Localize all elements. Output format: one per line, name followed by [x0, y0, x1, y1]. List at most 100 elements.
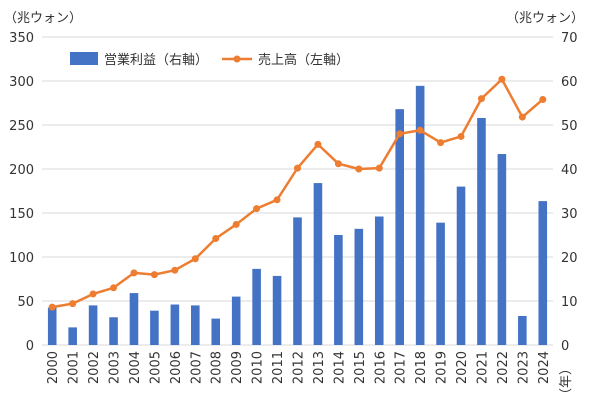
- left-tick-label: 50: [17, 295, 34, 310]
- x-tick-label: 2010: [251, 351, 266, 384]
- point-sales: [171, 266, 179, 274]
- point-sales: [130, 269, 138, 277]
- point-sales: [273, 196, 281, 204]
- x-tick-label: 2011: [271, 351, 286, 384]
- x-tick-label: 2020: [455, 351, 470, 384]
- right-tick-label: 20: [561, 251, 578, 266]
- right-tick-label: 60: [561, 75, 578, 90]
- legend: 営業利益（右軸） 売上高（左軸）: [70, 52, 349, 68]
- right-tick-label: 40: [561, 163, 578, 178]
- x-tick-label: 2009: [230, 351, 245, 384]
- bar-operating-profit: [354, 228, 364, 345]
- x-tick-label: 2013: [312, 351, 327, 384]
- point-sales: [191, 255, 199, 263]
- point-sales: [437, 139, 445, 147]
- right-axis-unit: （兆ウォン）: [506, 11, 584, 26]
- x-tick-label: 2014: [332, 351, 347, 384]
- x-tick-label: 2006: [169, 351, 184, 384]
- left-tick-label: 250: [9, 119, 34, 134]
- point-sales: [69, 300, 77, 308]
- x-tick-label: 2016: [373, 351, 388, 384]
- left-tick-label: 100: [9, 251, 34, 266]
- x-tick-label: 2018: [414, 351, 429, 384]
- bar-operating-profit: [415, 85, 425, 345]
- bar-operating-profit: [272, 275, 282, 345]
- x-tick-label: 2000: [46, 351, 61, 384]
- point-sales: [314, 140, 322, 148]
- right-tick-label: 30: [561, 207, 578, 222]
- bar-operating-profit: [109, 317, 118, 345]
- point-sales: [457, 132, 465, 140]
- point-sales: [212, 235, 220, 243]
- bar-operating-profit: [88, 305, 98, 345]
- left-tick-label: 150: [9, 207, 34, 222]
- x-tick-label: 2001: [67, 351, 82, 384]
- legend-swatch-operating-profit: [70, 52, 98, 65]
- point-sales: [89, 290, 97, 298]
- x-tick-label: 2003: [108, 351, 123, 384]
- bar-operating-profit: [456, 186, 466, 345]
- point-sales: [48, 303, 56, 311]
- x-tick-label: 2023: [516, 351, 531, 384]
- legend-label-sales: 売上高（左軸）: [258, 52, 349, 68]
- point-sales: [498, 75, 506, 83]
- bar-operating-profit: [477, 117, 486, 346]
- x-tick-label: 2022: [496, 351, 511, 384]
- x-tick-label: 2012: [292, 351, 307, 384]
- point-sales: [232, 220, 240, 228]
- point-sales: [110, 284, 118, 292]
- bar-operating-profit: [313, 183, 323, 345]
- point-sales: [396, 130, 404, 138]
- bar-operating-profit: [395, 109, 404, 345]
- right-tick-label: 0: [561, 339, 569, 354]
- right-tick-label: 10: [561, 295, 578, 310]
- point-sales: [334, 160, 342, 168]
- bar-operating-profit: [231, 296, 241, 345]
- bar-operating-profit: [129, 293, 139, 345]
- x-tick-label: 2007: [189, 351, 204, 384]
- point-sales: [253, 205, 261, 213]
- point-sales: [518, 113, 526, 121]
- point-sales: [416, 126, 424, 134]
- left-tick-label: 300: [9, 75, 34, 90]
- x-tick-label: 2008: [210, 351, 225, 384]
- point-sales: [477, 95, 485, 103]
- right-tick-label: 70: [561, 31, 578, 46]
- axes: （兆ウォン） （兆ウォン） （年） 0 50 100 150 200 250 300 350 0…: [4, 11, 584, 401]
- bar-operating-profit: [211, 318, 221, 345]
- bar-operating-profit: [538, 201, 548, 345]
- point-sales: [539, 95, 547, 103]
- x-tick-label: 2021: [475, 351, 490, 384]
- bar-operating-profit: [170, 304, 180, 345]
- legend-marker-sales: [233, 55, 241, 63]
- x-axis-unit: （年）: [559, 362, 574, 401]
- bar-operating-profit: [334, 235, 343, 345]
- x-tick-label: 2019: [435, 351, 450, 384]
- bar-operating-profit: [191, 305, 200, 345]
- x-tick-label: 2005: [148, 351, 163, 384]
- bar-series: [47, 85, 548, 346]
- bar-operating-profit: [150, 310, 159, 345]
- x-tick-label: 2002: [87, 351, 102, 384]
- left-axis-unit: （兆ウォン）: [4, 11, 82, 26]
- point-sales: [294, 164, 301, 172]
- point-sales: [355, 165, 363, 173]
- bar-operating-profit: [68, 327, 77, 345]
- bar-operating-profit: [252, 268, 261, 345]
- bar-operating-profit: [518, 315, 527, 345]
- legend-label-operating-profit: 営業利益（右軸）: [104, 52, 208, 68]
- x-tick-label: 2017: [394, 351, 409, 384]
- left-tick-label: 0: [26, 339, 34, 354]
- left-tick-label: 350: [9, 31, 34, 46]
- line-series: [48, 75, 547, 311]
- bar-operating-profit: [497, 154, 507, 345]
- left-tick-label: 200: [9, 163, 34, 178]
- bar-operating-profit: [374, 216, 384, 345]
- bar-operating-profit: [436, 222, 445, 345]
- point-sales: [150, 271, 158, 279]
- x-tick-label: 2004: [128, 351, 143, 384]
- bar-operating-profit: [293, 217, 302, 345]
- bar-operating-profit: [47, 307, 57, 345]
